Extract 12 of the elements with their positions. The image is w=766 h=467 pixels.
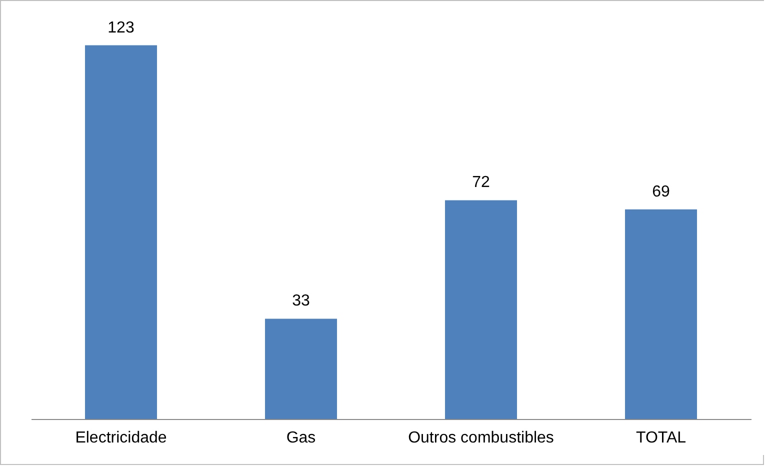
data-label: 72 [472, 174, 490, 192]
bar [625, 209, 697, 419]
x-tick-label: TOTAL [636, 430, 686, 446]
data-label: 69 [652, 183, 670, 200]
x-tick-label: Outros combustibles [408, 430, 554, 446]
data-label: 33 [292, 292, 310, 310]
x-tick-label: Gas [286, 430, 316, 446]
x-tick-label: Electricidade [75, 430, 167, 446]
data-label: 123 [108, 19, 134, 36]
bar [445, 200, 517, 419]
bar [85, 45, 157, 419]
bar [265, 318, 337, 419]
